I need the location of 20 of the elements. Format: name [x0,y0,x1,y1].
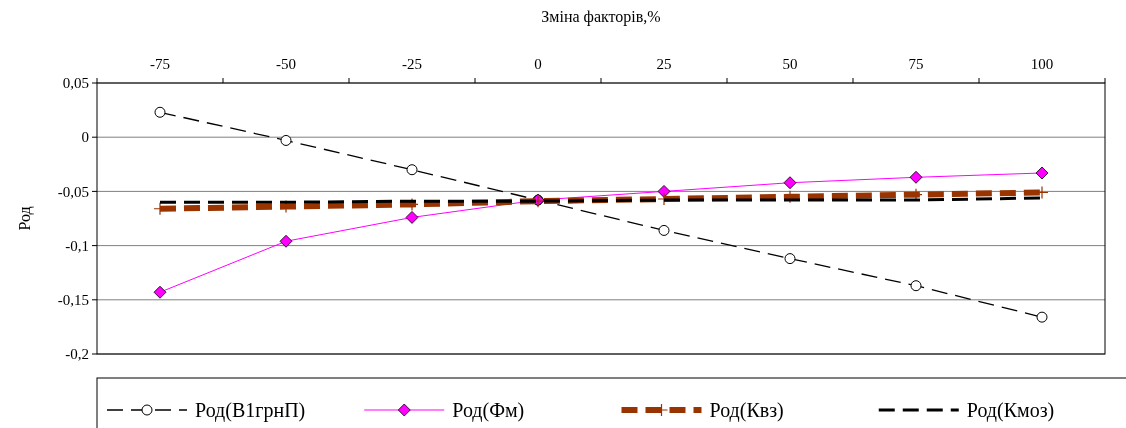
y-tick-label: -0,15 [57,292,89,309]
x-tick-label: -25 [402,56,422,72]
legend-label: Род(Фм) [452,399,525,422]
x-tick-label: 50 [782,56,798,72]
x-tick-label: 25 [656,56,672,72]
x-tick-label: -75 [150,56,170,72]
y-axis-title: Род [16,206,34,231]
x-tick-label: -50 [276,56,296,72]
y-tick-label: -0,1 [65,237,89,254]
legend-label: Род(Квз) [709,399,784,422]
y-tick-label: 0,05 [62,75,89,92]
y-tick-label: 0 [81,129,89,146]
y-tick-label: -0,05 [57,183,89,200]
legend-label: Род(В1грнП) [195,399,306,422]
y-tick-label: -0,2 [65,346,89,363]
x-tick-label: 75 [908,56,924,72]
x-tick-label: 100 [1030,56,1054,72]
legend-label: Род(Кмоз) [966,399,1055,422]
x-tick-label: 0 [534,56,542,72]
x-axis-title: Зміна факторів,% [541,8,661,26]
